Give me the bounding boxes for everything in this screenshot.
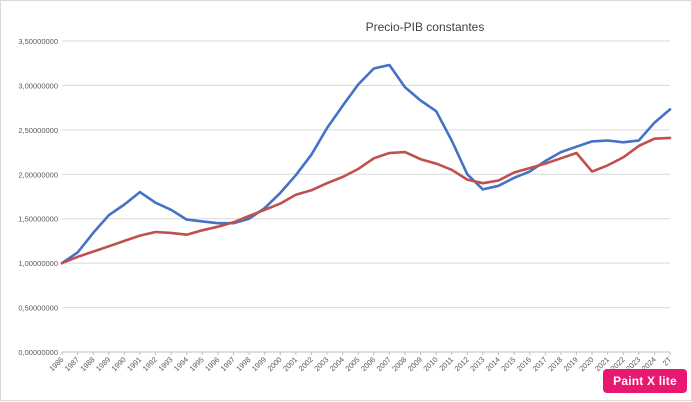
y-tick-label: 1,00000000	[18, 259, 58, 268]
x-tick-label: 1986	[47, 355, 65, 373]
x-tick-label: 1996	[203, 355, 221, 373]
y-tick-label: 3,50000000	[18, 37, 58, 46]
series-line-2	[60, 136, 672, 265]
x-tick-label: 2005	[343, 355, 361, 373]
x-tick-label: 1995	[188, 355, 206, 373]
x-tick-label: 2001	[281, 355, 299, 373]
x-tick-labels: 1986198719881989199019911992199319941995…	[47, 355, 673, 373]
y-tick-label: 2,50000000	[18, 126, 58, 135]
x-tick-label: 2002	[297, 355, 315, 373]
x-tick-label: 1993	[156, 355, 174, 373]
y-tick-label: 3,00000000	[18, 81, 58, 90]
x-tick-label: 2013	[468, 355, 486, 373]
x-tick-label: 2011	[437, 355, 455, 373]
x-tick-label: 1992	[141, 355, 159, 373]
x-tick-label: 2017	[531, 355, 549, 373]
x-tick-label: 1989	[94, 355, 112, 373]
series-line-1	[60, 63, 672, 265]
x-tick-label: 2015	[499, 355, 517, 373]
x-tick-label: 2009	[406, 355, 424, 373]
chart-title: Precio-PIB constantes	[366, 20, 485, 34]
x-tick-label: 2006	[359, 355, 377, 373]
y-tick-label: 0,00000000	[18, 348, 58, 357]
y-tick-label: 0,50000000	[18, 304, 58, 313]
gridlines	[62, 40, 670, 353]
x-tick-label: 2008	[390, 355, 408, 373]
x-tick-label: 2007	[375, 355, 393, 373]
x-tick-label: 2012	[453, 355, 471, 373]
x-tick-label: 2004	[328, 355, 346, 373]
x-tick-label: 2014	[484, 355, 502, 373]
y-tick-label: 1,50000000	[18, 215, 58, 224]
x-tick-label: 2018	[546, 355, 564, 373]
x-tick-label: 1991	[125, 355, 143, 373]
x-tick-label: 1988	[78, 355, 96, 373]
x-tick-label: 2016	[515, 355, 533, 373]
x-tick-label: 2010	[421, 355, 439, 373]
y-tick-labels: 0,00000000 0,50000000 1,00000000 1,50000000…	[18, 37, 58, 357]
x-tick-label: 1998	[234, 355, 252, 373]
y-tick-label: 2,00000000	[18, 170, 58, 179]
x-tick-label: 1987	[63, 355, 81, 373]
x-tick-label: 2020	[577, 355, 595, 373]
x-tick-label: 1997	[219, 355, 237, 373]
x-tick-label: 1994	[172, 355, 190, 373]
x-tick-label: 2000	[266, 355, 284, 373]
axes	[61, 351, 671, 355]
x-tick-label: 1999	[250, 355, 268, 373]
data-series	[60, 63, 672, 265]
x-tick-label: 2T	[661, 355, 674, 368]
x-tick-label: 2019	[562, 355, 580, 373]
paint-x-lite-watermark: Paint X lite	[603, 369, 687, 393]
x-tick-label: 2003	[312, 355, 330, 373]
x-tick-label: 1990	[110, 355, 128, 373]
